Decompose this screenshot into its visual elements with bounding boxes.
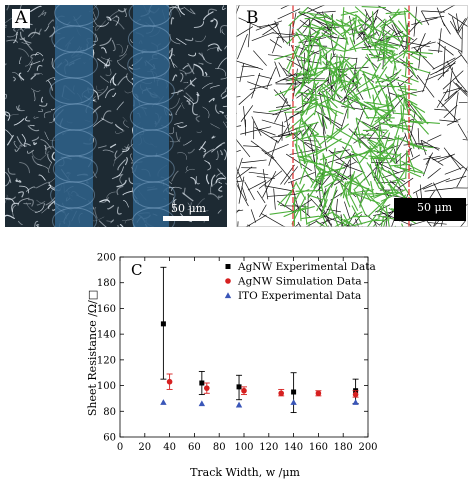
scale-bar-label-b: 50 μm xyxy=(417,201,453,214)
y-axis-label: Sheet Resistance /Ω/□ xyxy=(86,290,99,416)
data-point xyxy=(160,399,167,405)
x-tick-label: 160 xyxy=(309,442,328,453)
chart-legend: AgNW Experimental Data AgNW Simulation Da… xyxy=(224,261,376,302)
x-tick-label: 20 xyxy=(138,442,151,453)
series-triangle xyxy=(160,399,359,408)
y-tick-label: 180 xyxy=(97,278,116,289)
x-tick-label: 60 xyxy=(188,442,201,453)
printed-track-2 xyxy=(127,5,176,227)
scale-bar-label-a: 50 μm xyxy=(171,202,207,215)
x-tick-label: 140 xyxy=(284,442,303,453)
y-tick-label: 60 xyxy=(103,433,116,444)
data-point xyxy=(160,321,166,327)
data-point xyxy=(199,380,205,386)
series-circle xyxy=(166,373,359,398)
y-tick-label: 100 xyxy=(97,381,116,392)
x-axis-label: Track Width, w /μm xyxy=(190,466,300,479)
x-tick-label: 0 xyxy=(117,442,123,453)
y-tick-label: 160 xyxy=(97,304,116,315)
x-tick-label: 100 xyxy=(234,442,253,453)
data-point xyxy=(235,401,243,408)
data-point xyxy=(204,385,210,391)
y-tick-label: 120 xyxy=(97,355,116,366)
x-tick-label: 120 xyxy=(259,442,278,453)
micrograph-panel-a: A 50 μm xyxy=(5,5,227,227)
scale-bar-b xyxy=(394,198,466,221)
data-point xyxy=(198,400,206,407)
data-point xyxy=(241,387,247,394)
data-point xyxy=(290,399,297,405)
y-tick-label: 80 xyxy=(103,407,116,418)
sheet-resistance-chart: 0 20 40 60 80 100 120 140 160 180 200 60 80 100 120 140… xyxy=(86,253,378,480)
legend-marker xyxy=(225,264,231,269)
legend-label: AgNW Experimental Data xyxy=(237,261,376,273)
legend-item: ITO Experimental Data xyxy=(224,290,361,302)
printed-track-1 xyxy=(49,5,100,227)
x-tick-label: 40 xyxy=(163,442,176,453)
data-point xyxy=(352,399,359,405)
data-point xyxy=(166,378,173,385)
chart-axes: 0 20 40 60 80 100 120 140 160 180 200 60 80 100 120 140… xyxy=(97,253,378,454)
legend-item: AgNW Experimental Data xyxy=(225,261,376,273)
legend-marker xyxy=(224,292,232,299)
figure-caption-fragment xyxy=(0,489,474,502)
scale-bar-a xyxy=(163,216,209,221)
x-tick-label: 80 xyxy=(213,442,226,453)
green-percolating-nanowires xyxy=(268,6,440,227)
panel-label-c: C xyxy=(131,261,142,279)
panel-label-b: B xyxy=(246,8,259,28)
legend-marker xyxy=(225,278,231,284)
panel-label-a: A xyxy=(12,9,31,28)
legend-label: AgNW Simulation Data xyxy=(237,276,362,288)
y-tick-label: 140 xyxy=(97,330,116,341)
legend-item: AgNW Simulation Data xyxy=(225,276,362,288)
data-point xyxy=(291,389,297,395)
data-point xyxy=(352,391,359,398)
legend-label: ITO Experimental Data xyxy=(238,290,361,302)
nanowire-network-image xyxy=(236,5,468,227)
data-point xyxy=(278,390,285,397)
data-point xyxy=(315,390,322,397)
x-tick-label: 180 xyxy=(334,442,353,453)
micrograph-image xyxy=(5,5,227,227)
x-tick-label: 200 xyxy=(358,442,377,453)
data-point xyxy=(236,384,242,390)
simulation-panel-b: B 50 μm xyxy=(236,5,468,227)
y-tick-label: 200 xyxy=(97,253,116,264)
chart-marks xyxy=(160,266,359,414)
